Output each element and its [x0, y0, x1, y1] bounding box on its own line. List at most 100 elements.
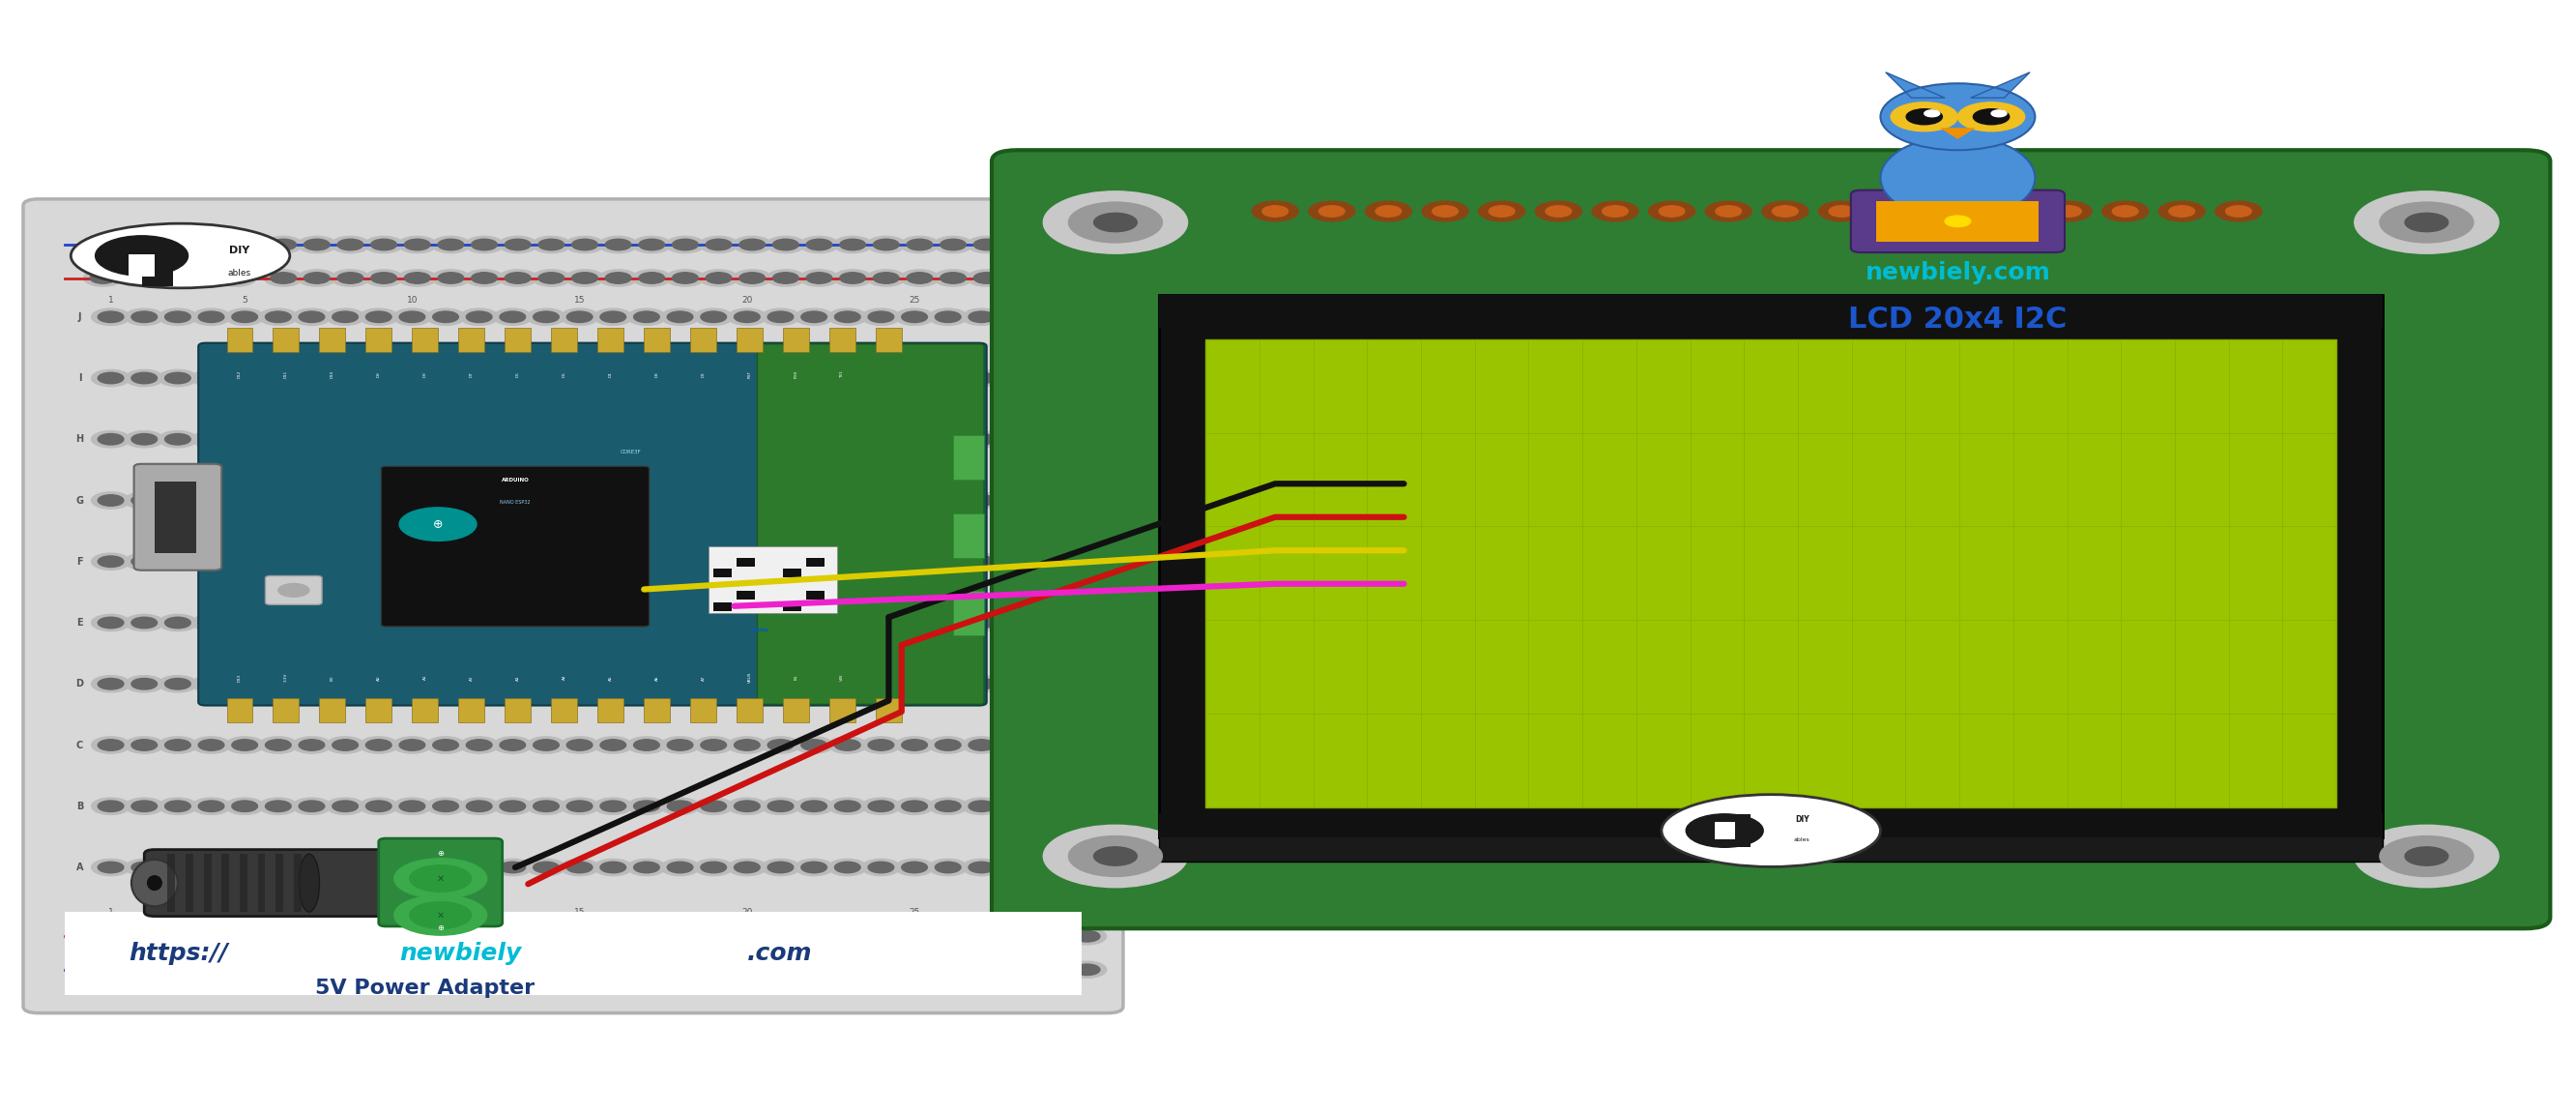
- Circle shape: [93, 676, 129, 692]
- Circle shape: [1033, 237, 1072, 254]
- Circle shape: [559, 614, 598, 632]
- Circle shape: [726, 737, 765, 754]
- Circle shape: [1061, 493, 1103, 509]
- Circle shape: [82, 237, 124, 254]
- Circle shape: [902, 617, 927, 628]
- Circle shape: [404, 931, 430, 942]
- Circle shape: [227, 614, 265, 632]
- Circle shape: [835, 434, 860, 445]
- Circle shape: [533, 434, 559, 445]
- Circle shape: [639, 964, 665, 975]
- Text: newbiely.com: newbiely.com: [675, 600, 793, 692]
- Bar: [783, 697, 809, 722]
- Circle shape: [291, 308, 330, 325]
- Circle shape: [332, 373, 358, 384]
- Circle shape: [165, 617, 191, 628]
- Text: https://: https://: [129, 942, 229, 964]
- Circle shape: [224, 239, 250, 250]
- Bar: [1159, 834, 2383, 862]
- Circle shape: [358, 553, 397, 569]
- Circle shape: [531, 961, 569, 979]
- Circle shape: [969, 495, 994, 506]
- Circle shape: [325, 614, 366, 632]
- Circle shape: [902, 961, 938, 979]
- Circle shape: [969, 801, 994, 812]
- Circle shape: [232, 801, 258, 812]
- Circle shape: [693, 370, 732, 387]
- Circle shape: [600, 801, 626, 812]
- Circle shape: [1069, 836, 1162, 876]
- Circle shape: [768, 617, 793, 628]
- Circle shape: [433, 739, 459, 751]
- Circle shape: [124, 553, 165, 569]
- Circle shape: [935, 801, 961, 812]
- Text: 20: 20: [742, 907, 752, 916]
- Circle shape: [860, 614, 902, 632]
- Circle shape: [538, 964, 564, 975]
- Circle shape: [567, 434, 592, 445]
- Circle shape: [399, 556, 425, 567]
- Circle shape: [471, 931, 497, 942]
- Circle shape: [598, 961, 639, 979]
- Circle shape: [332, 434, 358, 445]
- Circle shape: [940, 964, 966, 975]
- Circle shape: [1036, 801, 1061, 812]
- Circle shape: [1036, 862, 1061, 873]
- Circle shape: [299, 801, 325, 812]
- Bar: [876, 697, 902, 722]
- Circle shape: [505, 931, 531, 942]
- Circle shape: [974, 239, 999, 250]
- Circle shape: [366, 556, 392, 567]
- Circle shape: [149, 237, 191, 254]
- Circle shape: [270, 239, 296, 250]
- Circle shape: [505, 964, 531, 975]
- Circle shape: [1036, 617, 1061, 628]
- Circle shape: [739, 272, 765, 284]
- Circle shape: [1033, 270, 1072, 287]
- Circle shape: [466, 678, 492, 689]
- Circle shape: [495, 430, 531, 447]
- Circle shape: [801, 961, 840, 979]
- FancyBboxPatch shape: [381, 466, 649, 626]
- Circle shape: [701, 739, 726, 751]
- Circle shape: [935, 434, 961, 445]
- Circle shape: [873, 239, 899, 250]
- Circle shape: [773, 931, 799, 942]
- Circle shape: [397, 270, 438, 287]
- Circle shape: [930, 430, 969, 447]
- Circle shape: [693, 493, 732, 509]
- Circle shape: [394, 858, 487, 898]
- Circle shape: [399, 434, 425, 445]
- Circle shape: [165, 678, 191, 689]
- Circle shape: [438, 239, 464, 250]
- Circle shape: [801, 678, 827, 689]
- Circle shape: [667, 373, 693, 384]
- Circle shape: [1891, 102, 1958, 131]
- Circle shape: [762, 676, 799, 692]
- Circle shape: [332, 311, 358, 322]
- Bar: [258, 854, 265, 912]
- Circle shape: [896, 798, 933, 814]
- Circle shape: [662, 614, 701, 632]
- Text: DIY: DIY: [1795, 815, 1808, 824]
- Circle shape: [533, 739, 559, 751]
- Circle shape: [157, 614, 196, 632]
- Circle shape: [1007, 964, 1033, 975]
- Circle shape: [567, 270, 603, 287]
- Circle shape: [1033, 961, 1072, 979]
- Circle shape: [2354, 825, 2499, 887]
- Circle shape: [1030, 614, 1066, 632]
- Circle shape: [701, 927, 737, 945]
- Circle shape: [124, 493, 165, 509]
- Circle shape: [526, 737, 564, 754]
- Circle shape: [701, 434, 726, 445]
- Circle shape: [124, 858, 165, 876]
- Circle shape: [969, 862, 994, 873]
- Circle shape: [124, 737, 165, 754]
- Circle shape: [665, 927, 703, 945]
- Circle shape: [994, 737, 1033, 754]
- Circle shape: [198, 678, 224, 689]
- Circle shape: [907, 931, 933, 942]
- Circle shape: [726, 430, 765, 447]
- Circle shape: [404, 239, 430, 250]
